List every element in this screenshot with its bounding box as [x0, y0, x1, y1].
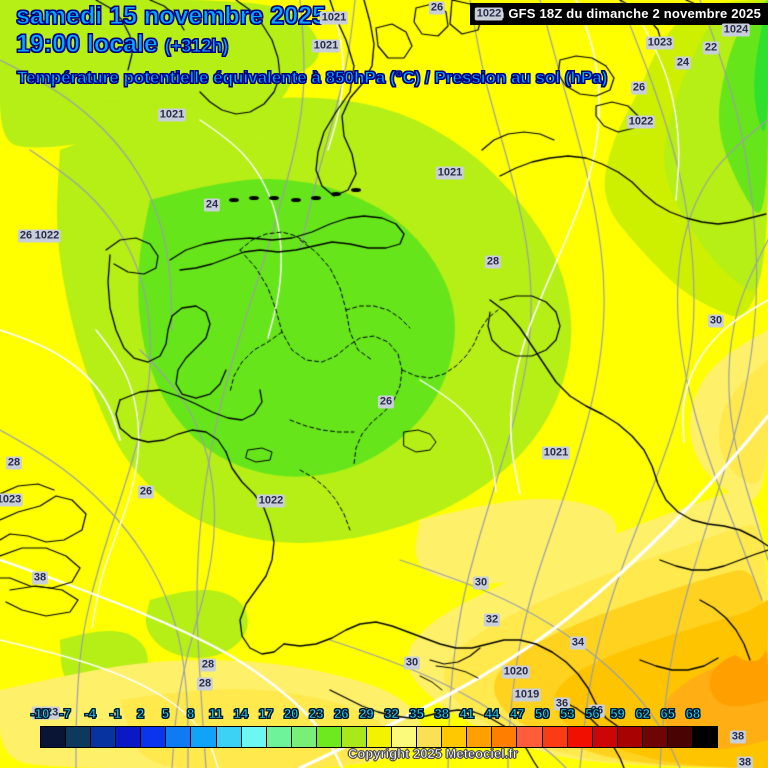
model-run-badge: Run GFS 18Z du dimanche 2 novembre 2025 [469, 3, 768, 25]
